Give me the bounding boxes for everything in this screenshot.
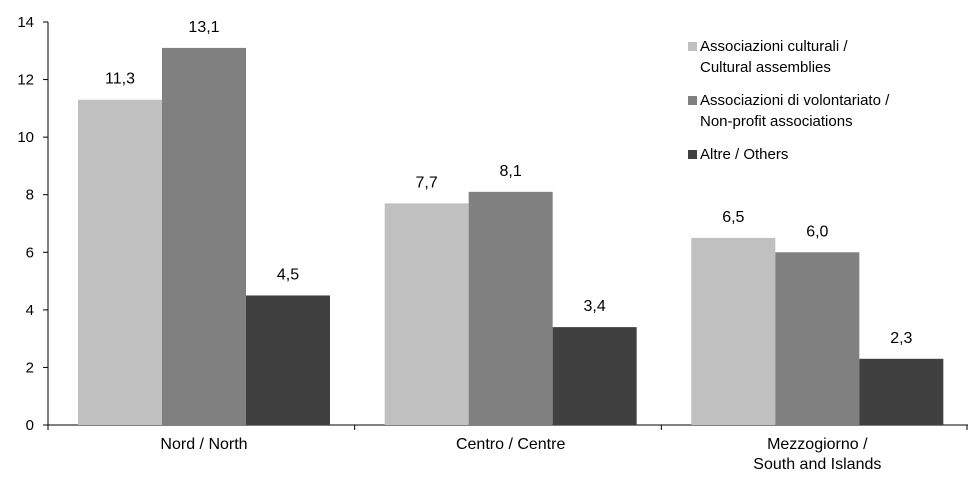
- legend-label-line: Altre / Others: [700, 146, 788, 163]
- bar: [468, 191, 553, 425]
- y-tick-label: 4: [26, 302, 34, 319]
- legend: Associazioni culturali / Cultural assembl…: [688, 38, 890, 163]
- legend-label: Altre / Others: [700, 146, 788, 163]
- bar-value-label: 7,7: [416, 174, 438, 191]
- x-category-label-line: Nord / North: [160, 436, 247, 453]
- data-labels: 11,3 13,1 4,5 7,7 8,1 3,4 6,5 6,0 2,3: [105, 19, 913, 347]
- x-category-label: Mezzogiorno / South and Islands: [753, 436, 881, 473]
- y-tick-label: 14: [17, 14, 34, 31]
- legend-swatch: [688, 96, 697, 105]
- y-tick-label: 8: [26, 187, 34, 204]
- y-axis: 0 2 4 6 8 10 12 14: [17, 14, 49, 434]
- legend-swatch: [688, 42, 697, 51]
- legend-label: Associazioni di volontariato / Non-profit…: [700, 92, 890, 130]
- bar-value-label: 3,4: [584, 298, 606, 315]
- bars: [78, 47, 944, 426]
- bar: [859, 358, 944, 425]
- x-category-label-line: South and Islands: [753, 456, 881, 473]
- legend-label-line: Cultural assemblies: [700, 59, 831, 76]
- bar: [384, 203, 469, 425]
- x-category-label: Nord / North: [160, 436, 247, 453]
- x-category-label-line: Centro / Centre: [456, 436, 565, 453]
- legend-label-line: Associazioni culturali /: [700, 38, 848, 55]
- x-category-label: Centro / Centre: [456, 436, 565, 453]
- bar-value-label: 13,1: [188, 19, 219, 36]
- bar-value-label: 2,3: [890, 330, 912, 347]
- x-category-label-line: Mezzogiorno /: [767, 436, 868, 453]
- y-tick-label: 2: [26, 359, 34, 376]
- bar: [78, 99, 162, 425]
- bar-value-label: 6,5: [722, 209, 744, 226]
- legend-swatch: [688, 150, 697, 159]
- legend-label: Associazioni culturali / Cultural assembl…: [700, 38, 848, 76]
- y-tick-label: 0: [26, 417, 34, 434]
- legend-label-line: Non-profit associations: [700, 113, 853, 130]
- y-tick-label: 6: [26, 244, 34, 261]
- legend-label-line: Associazioni di volontariato /: [700, 92, 890, 109]
- y-tick-label: 10: [17, 129, 34, 146]
- y-tick-label: 12: [17, 72, 34, 89]
- bar-value-label: 4,5: [277, 266, 299, 283]
- bar: [552, 327, 637, 425]
- bar: [246, 295, 330, 425]
- bar: [691, 237, 776, 425]
- x-axis: Nord / North Centro / Centre Mezzogiorno /…: [47, 424, 968, 473]
- bar-value-label: 11,3: [105, 71, 135, 88]
- bar: [162, 47, 246, 426]
- bar: [775, 252, 860, 425]
- bar-value-label: 8,1: [500, 163, 522, 180]
- bar-value-label: 6,0: [806, 223, 828, 240]
